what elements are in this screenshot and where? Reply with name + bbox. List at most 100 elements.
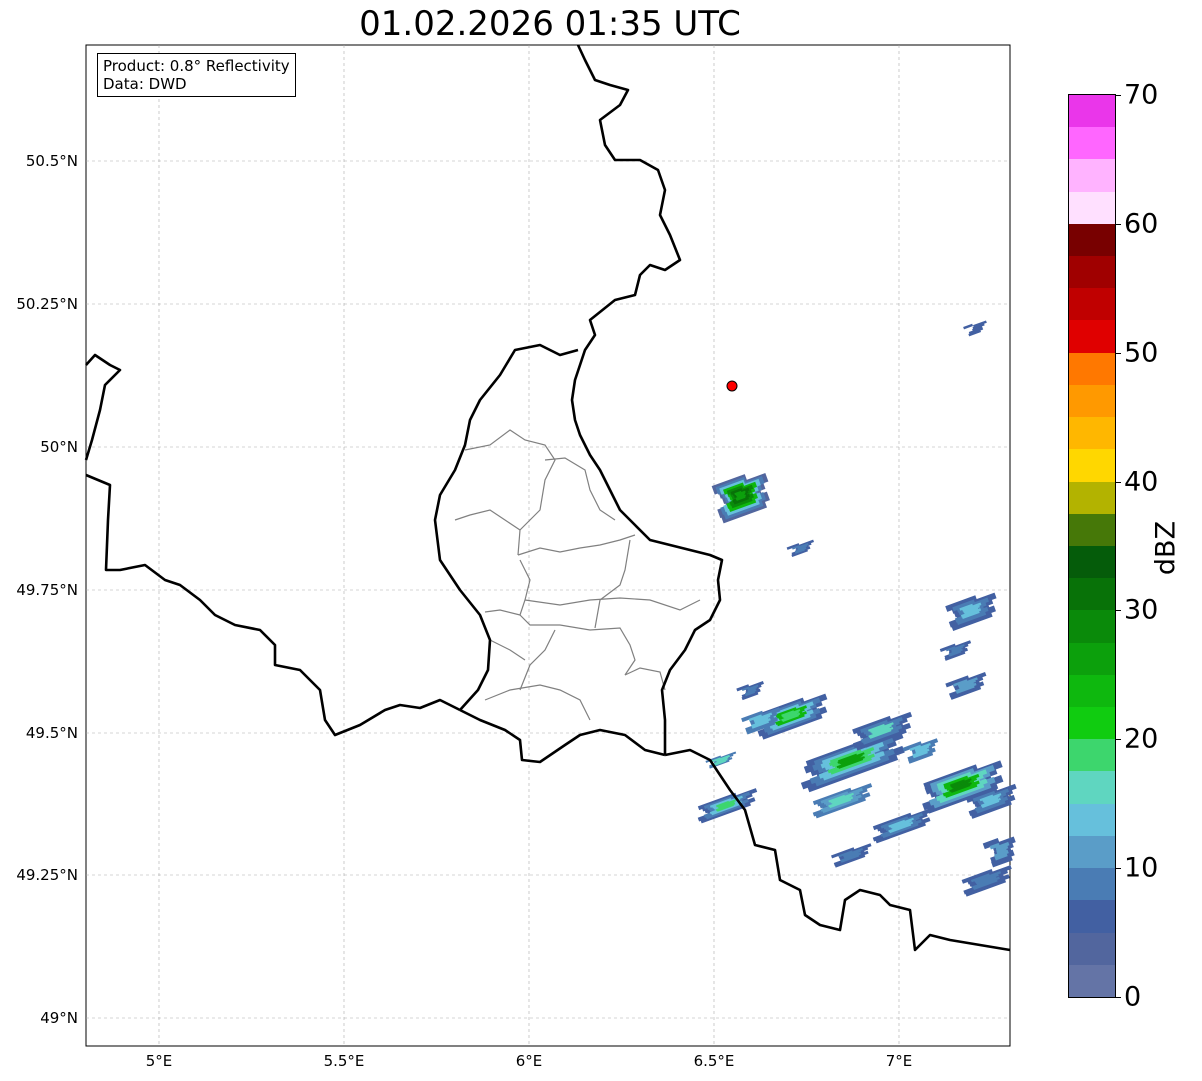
colorbar-bin [1069, 352, 1115, 385]
radar-echo-cell [736, 495, 746, 501]
colorbar-bin [1069, 868, 1115, 901]
radar-echo-cell [741, 691, 759, 701]
radar-echo-cell [965, 878, 1007, 897]
radar-echo-cell [748, 714, 763, 722]
colorbar [1068, 94, 1116, 998]
colorbar-unit-label: dBZ [1150, 520, 1182, 576]
lat-tick-label: 50.25°N [16, 295, 78, 313]
colorbar-tick-label: 30 [1124, 594, 1159, 626]
radar-echo-cell [791, 545, 800, 550]
colorbar-bin [1069, 674, 1115, 708]
colorbar-bin [1069, 417, 1115, 450]
map-frame [85, 44, 1011, 1047]
lon-tick-label: 5.5°E [323, 1052, 365, 1070]
colorbar-tick-label: 10 [1124, 852, 1159, 884]
radar-echo-cell [889, 823, 912, 834]
radar-echo-cell [963, 323, 974, 330]
radar-echo-cell [716, 803, 734, 812]
radar-echo-cell [776, 713, 805, 727]
colorbar-bin [1069, 191, 1115, 224]
colorbar-bin [1069, 642, 1115, 675]
luxembourg-cantons [454, 429, 701, 721]
radar-echo-cell [945, 675, 970, 688]
radar-site-marker [726, 380, 738, 392]
radar-echo-cell [989, 842, 1000, 850]
colorbar-bin [1069, 384, 1115, 418]
radar-echo-cell [956, 610, 987, 626]
radar-echo-cell [741, 686, 750, 692]
colorbar-bin [1069, 707, 1115, 740]
radar-echo-cell [908, 751, 934, 764]
colorbar-bin [1069, 578, 1115, 611]
lat-tick-label: 49.75°N [16, 581, 78, 599]
radar-echo-cell [782, 714, 799, 723]
radar-echo-cell [961, 610, 980, 620]
radar-echo-cell [822, 797, 859, 814]
radar-echo-cell [968, 329, 982, 337]
gridlines [86, 45, 1010, 1046]
colorbar-bin [1069, 964, 1115, 997]
colorbar-tick [1115, 223, 1121, 225]
radar-echo-cell [945, 646, 956, 652]
radar-echo-cell [711, 757, 721, 763]
colorbar-tick-label: 0 [1124, 981, 1142, 1013]
radar-echo-cell [953, 679, 968, 687]
colorbar-bin [1069, 127, 1115, 160]
colorbar-bin [1069, 481, 1115, 514]
radar-echo-cell [981, 799, 1000, 809]
colorbar-bin [1069, 223, 1115, 256]
lon-tick-label: 5°E [145, 1052, 173, 1070]
colorbar-bin [1069, 771, 1115, 804]
lat-tick-label: 50.5°N [25, 152, 78, 170]
lat-tick-label: 49.5°N [25, 724, 78, 742]
colorbar-tick-label: 20 [1124, 723, 1159, 755]
colorbar-bin [1069, 610, 1115, 643]
radar-echo-cell [834, 854, 866, 868]
map-title: 01.02.2026 01:35 UTC [359, 4, 741, 44]
radar-echo-cell [741, 710, 764, 723]
info-box: Product: 0.8° Reflectivity Data: DWD [97, 53, 296, 97]
radar-echo-cell [912, 750, 928, 759]
radar-echo-cell [976, 799, 1006, 814]
colorbar-tick-label: 60 [1124, 208, 1159, 240]
radar-echo-cell [830, 756, 872, 775]
radar-echo-cell [733, 496, 750, 505]
lon-tick-label: 7°E [885, 1052, 913, 1070]
colorbar-tick [1115, 481, 1121, 483]
colorbar-bin [1069, 803, 1115, 836]
radar-echo-cell [956, 685, 975, 694]
colorbar-tick [1115, 610, 1121, 612]
colorbar-tick-label: 40 [1124, 466, 1159, 498]
lat-tick-label: 49°N [40, 1009, 78, 1027]
radar-echo-cell [746, 720, 776, 735]
radar-echo-cell [950, 784, 971, 793]
radar-echo-cell [950, 685, 982, 700]
colorbar-bin [1069, 255, 1115, 289]
radar-echo-cell [882, 822, 919, 839]
colorbar-tick-label: 50 [1124, 337, 1159, 369]
radar-echo-cell [973, 879, 998, 890]
colorbar-bin [1069, 900, 1115, 933]
radar-echo-cell [902, 741, 923, 752]
radar-echo-cell [831, 847, 855, 859]
colorbar-tick [1115, 997, 1121, 998]
radar-echo-cell [786, 543, 800, 550]
radar-echo-cell [751, 720, 770, 729]
radar-echo-cell [713, 759, 727, 766]
radar-echo-cell [990, 854, 1013, 868]
radar-echo-cell [869, 729, 892, 739]
colorbar-tick [1115, 739, 1121, 741]
colorbar-bin [1069, 835, 1115, 869]
radar-echo-cell [982, 838, 1000, 850]
radar-echo-cell [909, 744, 922, 751]
product-label: Product: 0.8° Reflectivity [103, 57, 290, 75]
radar-echo-cell [829, 798, 852, 809]
colorbar-tick [1115, 95, 1121, 96]
lon-tick-label: 6.5°E [693, 1052, 735, 1070]
radar-echo-cell [794, 548, 805, 554]
radar-echo-cell [939, 643, 956, 652]
radar-echo-cell [862, 728, 900, 745]
colorbar-bin [1069, 159, 1115, 192]
lon-tick-label: 6°E [515, 1052, 543, 1070]
